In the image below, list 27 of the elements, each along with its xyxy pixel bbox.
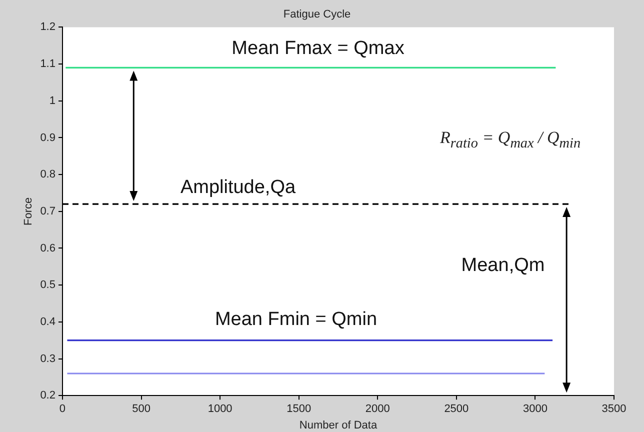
y-tick-label: 0.6 bbox=[40, 242, 56, 254]
y-tick-label: 0.8 bbox=[40, 168, 56, 181]
x-tick-label: 1500 bbox=[286, 403, 312, 416]
annotation: Mean Fmax = Qmax bbox=[232, 38, 404, 60]
y-tick-label: 1 bbox=[49, 94, 56, 107]
x-axis-title: Number of Data bbox=[299, 419, 378, 432]
y-tick-label: 0.7 bbox=[40, 205, 56, 218]
annotation: Mean,Qm bbox=[461, 255, 545, 277]
annotation: Mean Fmin = Qmin bbox=[214, 309, 378, 331]
x-tick-label: 0 bbox=[59, 403, 66, 416]
x-tick-label: 2000 bbox=[365, 403, 390, 416]
x-tick-label: 3500 bbox=[602, 403, 626, 416]
y-tick-label: 1.1 bbox=[40, 58, 56, 70]
annotation: Amplitude,Qa bbox=[180, 177, 296, 199]
x-tick-label: 1000 bbox=[208, 403, 232, 416]
y-tick-label: 0.3 bbox=[40, 352, 56, 365]
y-tick-label: 0.5 bbox=[40, 279, 56, 292]
annotation: R$_{ratio}$ = Q$_{max}$ / Q$_{min}$ bbox=[440, 128, 581, 152]
x-tick-label: 500 bbox=[132, 403, 150, 416]
x-tick-label: 2500 bbox=[444, 403, 469, 416]
y-axis-title: Force bbox=[22, 197, 35, 226]
y-tick-label: 0.9 bbox=[40, 132, 56, 144]
y-tick-label: 0.2 bbox=[40, 390, 56, 402]
y-tick-label: 1.2 bbox=[40, 21, 56, 34]
y-tick-label: 0.4 bbox=[40, 316, 56, 328]
x-tick-label: 3000 bbox=[522, 403, 548, 416]
chart-title: Fatigue Cycle bbox=[283, 8, 351, 21]
